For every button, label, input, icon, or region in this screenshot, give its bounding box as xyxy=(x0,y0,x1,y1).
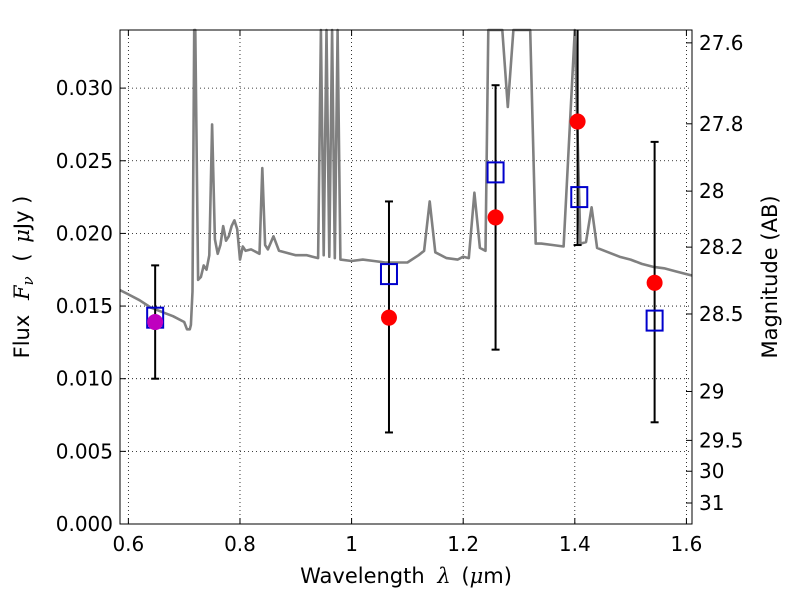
model-point-1 xyxy=(379,263,398,286)
observed-point-3 xyxy=(569,113,586,130)
y2-tick-label-1: 27.8 xyxy=(699,112,744,136)
observed-point-0 xyxy=(147,314,164,331)
y-tick-label-3: 0.015 xyxy=(56,294,113,318)
y-tick-label-6: 0.030 xyxy=(56,76,113,100)
y-tick-label-0: 0.000 xyxy=(56,512,113,536)
y-tick-label-5: 0.025 xyxy=(56,149,113,173)
y2-tick-label-8: 31 xyxy=(699,491,724,515)
y2-tick-label-6: 29.5 xyxy=(699,428,744,452)
x-tick-label-3: 1.2 xyxy=(447,532,479,556)
x-axis-label-unit-rest: m) xyxy=(483,564,512,588)
spectrum-line xyxy=(119,28,693,331)
model-point-4 xyxy=(645,309,664,332)
x-tick-label-1: 0.8 xyxy=(224,532,256,556)
x-tick-label-0: 0.6 xyxy=(112,532,144,556)
y2-tick-label-7: 30 xyxy=(699,459,724,483)
y2-tick-label-2: 28 xyxy=(699,179,724,203)
y-axis-label-subscript: ν xyxy=(19,276,37,285)
x-tick-label-4: 1.4 xyxy=(559,532,591,556)
y-axis-label-unit-mu: μ xyxy=(10,229,34,243)
plot-frame xyxy=(119,29,693,525)
x-axis-label-text: Wavelength xyxy=(300,564,425,588)
x-tick-label-5: 1.6 xyxy=(671,532,703,556)
spectrum-series xyxy=(119,28,693,331)
observed-points-series xyxy=(147,113,663,331)
model-points-series xyxy=(146,161,664,332)
y-tick-label-2: 0.010 xyxy=(56,367,113,391)
model-point-3 xyxy=(570,186,589,209)
y-axis-label-text: Flux xyxy=(10,315,34,359)
grid xyxy=(120,30,692,525)
y-axis-label: Flux Fν ( μJy ) xyxy=(10,196,38,359)
y-axis-label-unit-rest: Jy ) xyxy=(10,196,34,232)
observed-point-1 xyxy=(380,309,397,326)
y2-tick-label-3: 28.2 xyxy=(699,235,744,259)
observed-point-4 xyxy=(646,274,663,291)
y2-axis-label: Magnitude (AB) xyxy=(758,195,782,358)
y-axis-label-unit-open: ( xyxy=(10,253,34,261)
y2-tick-label-4: 28.5 xyxy=(699,302,744,326)
y-tick-label-1: 0.005 xyxy=(56,439,113,463)
y-tick-label-4: 0.020 xyxy=(56,221,113,245)
x-axis-label-unit-mu: μ xyxy=(470,564,484,588)
x-axis-label: Wavelength λ (μm) xyxy=(300,564,512,588)
model-point-2 xyxy=(486,161,505,184)
error-bars xyxy=(151,30,659,434)
y2-tick-label-5: 29 xyxy=(699,379,724,403)
x-tick-label-2: 1 xyxy=(345,532,358,556)
observed-point-2 xyxy=(487,209,504,226)
axis-ticks: 0.6 0.8 1 1.2 1.4 1.6 0.000 0.005 0.010 0.015 0.02… xyxy=(56,30,744,556)
x-axis-label-unit-open: ( xyxy=(461,564,469,588)
y2-tick-label-0: 27.6 xyxy=(699,31,744,55)
x-axis-label-symbol: λ xyxy=(436,564,450,588)
y-axis-label-symbol: F xyxy=(10,284,34,301)
